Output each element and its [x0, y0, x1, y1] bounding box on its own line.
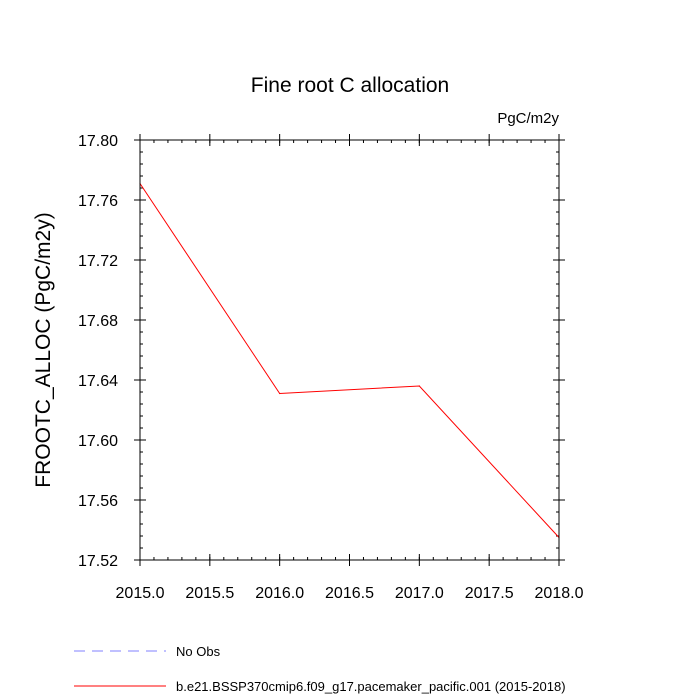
x-tick-label: 2016.0 — [255, 585, 304, 602]
units-label: PgC/m2y — [497, 110, 559, 127]
x-tick-label: 2015.0 — [116, 585, 165, 602]
tick-labels: 2015.0 2015.5 2016.0 2016.5 2017.0 2017.5 2018… — [78, 133, 584, 602]
chart-title: Fine root C allocation — [251, 74, 449, 97]
plot-frame — [139, 139, 560, 561]
series-lines — [139, 182, 560, 539]
series-line — [139, 183, 560, 538]
y-axis-label: FROOTC_ALLOC (PgC/m2y) — [32, 212, 55, 487]
y-tick-label: 17.52 — [78, 553, 118, 570]
y-tick-label: 17.72 — [78, 253, 118, 270]
major-ticks — [134, 134, 565, 566]
y-tick-label: 17.68 — [78, 313, 118, 330]
x-tick-label: 2017.5 — [465, 585, 514, 602]
data-point — [418, 385, 420, 387]
y-tick-label: 17.64 — [78, 373, 118, 390]
x-tick-label: 2018.0 — [535, 585, 584, 602]
x-tick-label: 2016.5 — [325, 585, 374, 602]
y-tick-label: 17.80 — [78, 133, 118, 150]
x-tick-label: 2015.5 — [185, 585, 234, 602]
legend: No Obs b.e21.BSSP370cmip6.f09_g17.pacemak… — [74, 644, 566, 694]
legend-label: b.e21.BSSP370cmip6.f09_g17.pacemaker_pac… — [176, 679, 566, 694]
y-tick-label: 17.60 — [78, 433, 118, 450]
legend-label: No Obs — [176, 644, 221, 659]
x-tick-label: 2017.0 — [395, 585, 444, 602]
y-tick-label: 17.76 — [78, 193, 118, 210]
data-point — [279, 392, 281, 395]
minor-ticks — [139, 139, 560, 561]
y-tick-label: 17.56 — [78, 493, 118, 510]
